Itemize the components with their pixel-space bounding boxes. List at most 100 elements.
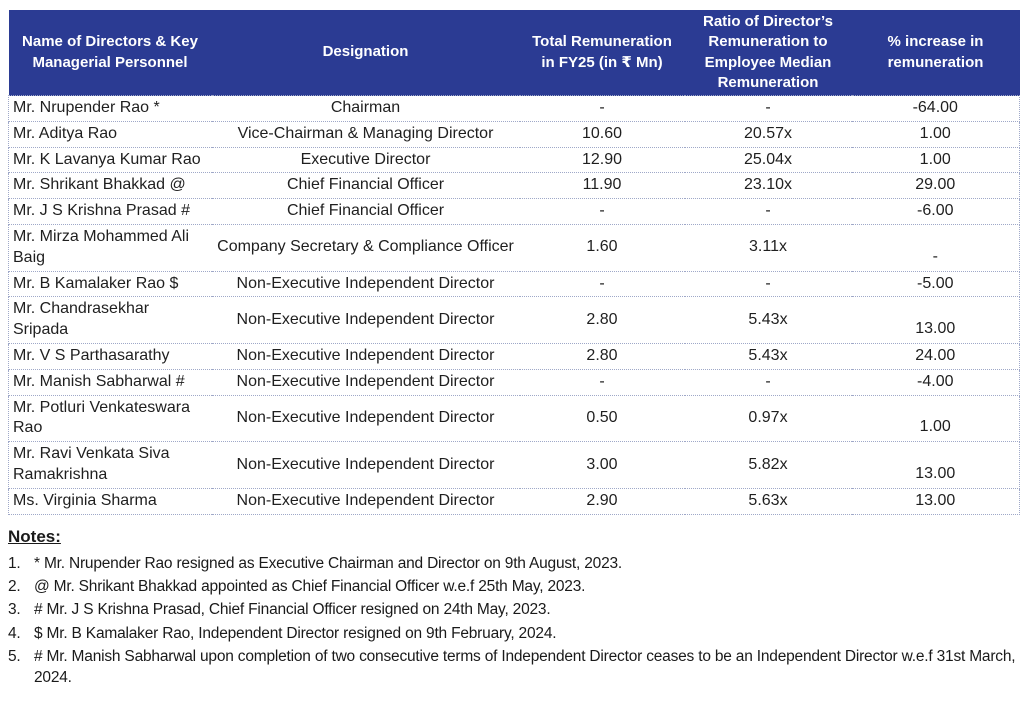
cell-remuneration: 12.90 <box>519 147 685 174</box>
table-header: Name of Directors & Key Managerial Perso… <box>8 10 1020 96</box>
table-row: Mr. V S Parthasarathy Non-Executive Inde… <box>8 343 1020 370</box>
table-body: Mr. Nrupender Rao * Chairman - - -64.00 … <box>8 95 1020 515</box>
cell-ratio: 25.04x <box>684 147 852 174</box>
table-row: Mr. K Lavanya Kumar Rao Executive Direct… <box>8 147 1020 174</box>
cell-increase: -64.00 <box>851 95 1020 122</box>
cell-designation: Non-Executive Independent Director <box>211 395 520 443</box>
cell-increase: 13.00 <box>851 296 1020 344</box>
table-row: Mr. Shrikant Bhakkad @ Chief Financial O… <box>8 172 1020 200</box>
cell-name: Ms. Virginia Sharma <box>8 488 212 515</box>
cell-designation: Chief Financial Officer <box>211 172 520 200</box>
cell-increase: 13.00 <box>851 488 1020 515</box>
cell-increase: -4.00 <box>851 369 1020 396</box>
cell-increase: 1.00 <box>851 147 1020 174</box>
note-number: 2. <box>8 577 21 595</box>
cell-ratio: 3.11x <box>684 224 852 272</box>
cell-designation: Non-Executive Independent Director <box>211 488 520 515</box>
table-row: Mr. B Kamalaker Rao $ Non-Executive Inde… <box>8 271 1020 298</box>
note-item: 2. @ Mr. Shrikant Bhakkad appointed as C… <box>8 576 1019 597</box>
column-header-ratio: Ratio of Director’s Remuneration to Empl… <box>684 10 852 96</box>
table-row: Mr. Chandrasekhar Sripada Non-Executive … <box>8 296 1020 344</box>
cell-name: Mr. Shrikant Bhakkad @ <box>8 172 212 200</box>
note-number: 3. <box>8 601 21 619</box>
table-row: Mr. J S Krishna Prasad # Chief Financial… <box>8 198 1020 225</box>
cell-name: Mr. V S Parthasarathy <box>8 343 212 370</box>
note-text: * Mr. Nrupender Rao resigned as Executiv… <box>34 554 623 572</box>
cell-name: Mr. Nrupender Rao * <box>8 95 212 122</box>
note-number: 5. <box>8 648 21 666</box>
cell-ratio: 5.43x <box>684 296 852 344</box>
cell-ratio: 5.63x <box>684 488 852 515</box>
column-header-name: Name of Directors & Key Managerial Perso… <box>8 10 212 96</box>
note-text: @ Mr. Shrikant Bhakkad appointed as Chie… <box>34 577 586 595</box>
cell-designation: Company Secretary & Compliance Officer <box>211 224 520 272</box>
cell-remuneration: 0.50 <box>519 395 685 443</box>
cell-name: Mr. Mirza Mohammed Ali Baig <box>8 224 212 272</box>
header-row: Name of Directors & Key Managerial Perso… <box>8 10 1020 96</box>
cell-ratio: 5.43x <box>684 343 852 370</box>
table-row: Mr. Potluri Venkateswara Rao Non-Executi… <box>8 395 1020 443</box>
cell-increase: 1.00 <box>851 121 1020 148</box>
note-text: # Mr. J S Krishna Prasad, Chief Financia… <box>34 601 551 619</box>
table-row: Mr. Manish Sabharwal # Non-Executive Ind… <box>8 369 1020 396</box>
cell-designation: Chief Financial Officer <box>211 198 520 225</box>
cell-remuneration: - <box>519 95 685 122</box>
cell-remuneration: - <box>519 271 685 298</box>
cell-increase: -5.00 <box>851 271 1020 298</box>
cell-increase: - <box>851 224 1020 272</box>
cell-remuneration: 1.60 <box>519 224 685 272</box>
cell-increase: 29.00 <box>851 172 1020 200</box>
cell-ratio: - <box>684 198 852 225</box>
cell-designation: Non-Executive Independent Director <box>211 271 520 298</box>
cell-designation: Vice-Chairman & Managing Director <box>211 121 520 148</box>
cell-name: Mr. J S Krishna Prasad # <box>8 198 212 225</box>
remuneration-table: Name of Directors & Key Managerial Perso… <box>8 10 1020 515</box>
column-header-designation: Designation <box>211 10 520 96</box>
notes-list: 1. * Mr. Nrupender Rao resigned as Execu… <box>8 553 1019 689</box>
cell-remuneration: 2.80 <box>519 343 685 370</box>
cell-name: Mr. Potluri Venkateswara Rao <box>8 395 212 443</box>
cell-increase: 1.00 <box>851 395 1020 443</box>
notes-title: Notes: <box>8 526 61 546</box>
note-number: 4. <box>8 624 21 642</box>
cell-remuneration: 10.60 <box>519 121 685 148</box>
cell-increase: 24.00 <box>851 343 1020 370</box>
cell-remuneration: 3.00 <box>519 441 685 489</box>
cell-name: Mr. B Kamalaker Rao $ <box>8 271 212 298</box>
note-item: 4. $ Mr. B Kamalaker Rao, Independent Di… <box>8 623 1019 644</box>
cell-remuneration: 2.80 <box>519 296 685 344</box>
column-header-percent-increase: % increase in remuneration <box>851 10 1020 96</box>
cell-ratio: 23.10x <box>684 172 852 200</box>
cell-name: Mr. Manish Sabharwal # <box>8 369 212 396</box>
cell-name: Mr. Aditya Rao <box>8 121 212 148</box>
cell-designation: Non-Executive Independent Director <box>211 441 520 489</box>
note-number: 1. <box>8 554 21 572</box>
cell-ratio: - <box>684 369 852 396</box>
table-row: Mr. Nrupender Rao * Chairman - - -64.00 <box>8 95 1020 122</box>
cell-remuneration: 2.90 <box>519 488 685 515</box>
cell-designation: Executive Director <box>211 147 520 174</box>
cell-ratio: - <box>684 271 852 298</box>
table-row: Mr. Mirza Mohammed Ali Baig Company Secr… <box>8 224 1020 272</box>
cell-ratio: 5.82x <box>684 441 852 489</box>
cell-remuneration: - <box>519 198 685 225</box>
cell-name: Mr. Chandrasekhar Sripada <box>8 296 212 344</box>
cell-remuneration: 11.90 <box>519 172 685 200</box>
table-row: Mr. Aditya Rao Vice-Chairman & Managing … <box>8 121 1020 148</box>
cell-ratio: - <box>684 95 852 122</box>
note-item: 1. * Mr. Nrupender Rao resigned as Execu… <box>8 553 1019 574</box>
table-row: Ms. Virginia Sharma Non-Executive Indepe… <box>8 488 1020 515</box>
cell-ratio: 20.57x <box>684 121 852 148</box>
note-item: 3. # Mr. J S Krishna Prasad, Chief Finan… <box>8 599 1019 620</box>
cell-designation: Chairman <box>211 95 520 122</box>
cell-name: Mr. K Lavanya Kumar Rao <box>8 147 212 174</box>
cell-remuneration: - <box>519 369 685 396</box>
column-header-total-remuneration: Total Remuneration in FY25 (in ₹ Mn) <box>519 10 685 96</box>
note-item: 5. # Mr. Manish Sabharwal upon completio… <box>8 646 1019 689</box>
cell-increase: 13.00 <box>851 441 1020 489</box>
cell-designation: Non-Executive Independent Director <box>211 369 520 396</box>
page: Name of Directors & Key Managerial Perso… <box>0 10 1027 701</box>
table-row: Mr. Ravi Venkata Siva Ramakrishna Non-Ex… <box>8 441 1020 489</box>
cell-ratio: 0.97x <box>684 395 852 443</box>
notes-section: Notes: 1. * Mr. Nrupender Rao resigned a… <box>8 527 1019 689</box>
